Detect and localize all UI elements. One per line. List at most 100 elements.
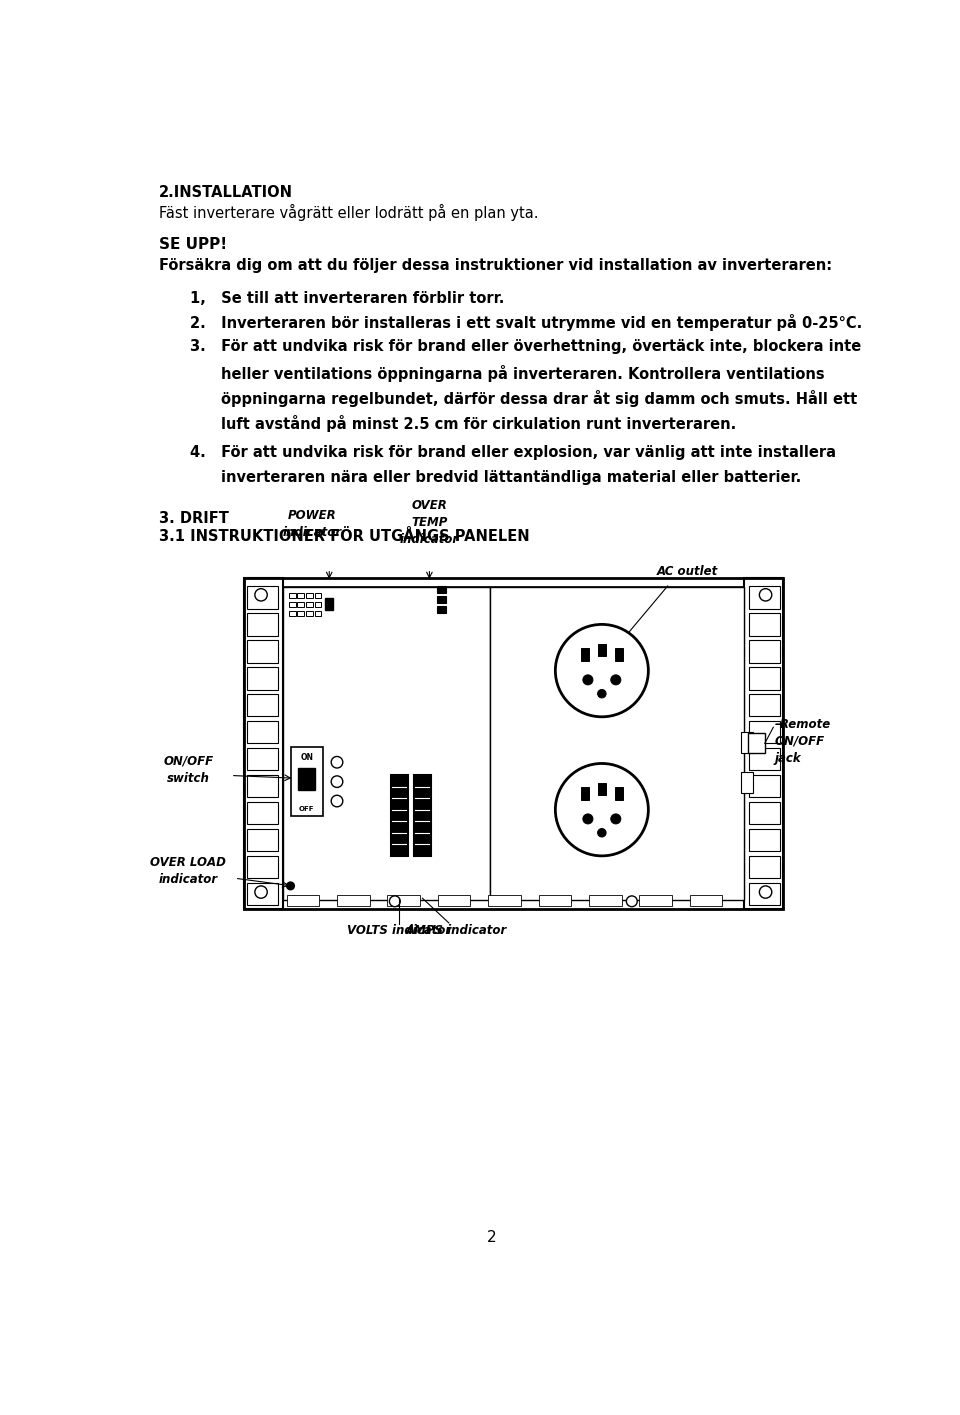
- Bar: [247, 883, 278, 906]
- Text: 1,   Se till att inverteraren förblir torr.: 1, Se till att inverteraren förblir torr…: [190, 290, 504, 306]
- Text: 2.INSTALLATION: 2.INSTALLATION: [158, 185, 293, 200]
- Text: heller ventilations öppningarna på inverteraren. Kontrollera ventilations: heller ventilations öppningarna på inver…: [221, 365, 825, 382]
- Text: AC outlet: AC outlet: [657, 565, 718, 579]
- Text: inverteraren nära eller bredvid lättantändliga material eller batterier.: inverteraren nära eller bredvid lättantä…: [221, 470, 801, 485]
- Bar: [744, 577, 782, 908]
- Bar: [749, 775, 780, 797]
- Bar: [247, 802, 278, 825]
- Text: ON/OFF: ON/OFF: [775, 734, 825, 747]
- Bar: [291, 747, 324, 816]
- Bar: [299, 768, 315, 790]
- Bar: [306, 593, 313, 599]
- Bar: [581, 787, 588, 799]
- Circle shape: [759, 589, 772, 601]
- Text: 3. DRIFT: 3. DRIFT: [158, 511, 228, 526]
- Bar: [749, 695, 780, 716]
- Text: ON: ON: [300, 753, 313, 761]
- Circle shape: [597, 689, 606, 698]
- Circle shape: [254, 886, 267, 899]
- Bar: [244, 577, 283, 908]
- Bar: [749, 829, 780, 852]
- Text: OVER: OVER: [412, 499, 447, 512]
- Text: ON/OFF: ON/OFF: [163, 754, 213, 768]
- Bar: [748, 733, 765, 753]
- Circle shape: [759, 886, 772, 899]
- Bar: [247, 722, 278, 743]
- Bar: [437, 596, 446, 603]
- Text: 3.1 INSTRUKTIONER FÖR UTGÅNGS PANELEN: 3.1 INSTRUKTIONER FÖR UTGÅNGS PANELEN: [158, 529, 529, 545]
- Bar: [749, 802, 780, 825]
- Circle shape: [583, 675, 593, 685]
- Bar: [391, 775, 408, 856]
- Text: 4.   För att undvika risk för brand eller explosion, var vänlig att inte install: 4. För att undvika risk för brand eller …: [190, 444, 836, 460]
- Bar: [741, 771, 754, 794]
- Bar: [247, 856, 278, 879]
- Text: Försäkra dig om att du följer dessa instruktioner vid installation av inverterar: Försäkra dig om att du följer dessa inst…: [158, 259, 832, 273]
- Text: Fäst inverterare vågrätt eller lodrätt på en plan yta.: Fäst inverterare vågrätt eller lodrätt p…: [158, 204, 539, 222]
- Circle shape: [331, 757, 343, 768]
- Bar: [749, 668, 780, 689]
- Text: 2: 2: [487, 1230, 497, 1245]
- Text: luft avstånd på minst 2.5 cm för cirkulation runt inverteraren.: luft avstånd på minst 2.5 cm för cirkula…: [221, 416, 736, 433]
- Bar: [289, 611, 296, 617]
- Bar: [315, 593, 322, 599]
- Text: VOLTS indicator: VOLTS indicator: [348, 924, 451, 937]
- Bar: [289, 601, 296, 607]
- Bar: [414, 775, 431, 856]
- Text: indicator: indicator: [158, 873, 218, 886]
- Bar: [749, 613, 780, 635]
- Bar: [598, 644, 606, 657]
- Circle shape: [611, 814, 621, 824]
- Circle shape: [555, 764, 648, 856]
- Bar: [247, 640, 278, 662]
- Bar: [749, 722, 780, 743]
- Text: AMPS indicator: AMPS indicator: [406, 924, 507, 937]
- Bar: [247, 586, 278, 608]
- Circle shape: [583, 814, 593, 824]
- Bar: [437, 607, 446, 613]
- Bar: [437, 586, 446, 593]
- Bar: [488, 896, 521, 906]
- Bar: [615, 648, 623, 661]
- Circle shape: [611, 675, 621, 685]
- Bar: [298, 601, 304, 607]
- Text: 3.   För att undvika risk för brand eller överhettning, övertäck inte, blockera : 3. För att undvika risk för brand eller …: [190, 340, 861, 354]
- Bar: [247, 775, 278, 797]
- Bar: [247, 829, 278, 852]
- Text: TEMP: TEMP: [411, 516, 447, 529]
- Bar: [615, 787, 623, 799]
- Bar: [741, 732, 754, 753]
- Bar: [749, 640, 780, 662]
- Bar: [749, 749, 780, 770]
- Bar: [247, 613, 278, 635]
- Circle shape: [597, 829, 606, 838]
- Bar: [247, 668, 278, 689]
- Circle shape: [390, 896, 400, 907]
- Bar: [289, 593, 296, 599]
- Text: indicator: indicator: [400, 533, 459, 546]
- Circle shape: [331, 775, 343, 787]
- Circle shape: [287, 882, 295, 890]
- Bar: [598, 782, 606, 795]
- Bar: [244, 577, 782, 908]
- Bar: [689, 896, 722, 906]
- Bar: [247, 749, 278, 770]
- Bar: [298, 611, 304, 617]
- Bar: [438, 896, 470, 906]
- Circle shape: [626, 896, 637, 907]
- Text: jack: jack: [775, 751, 802, 764]
- Bar: [491, 587, 744, 900]
- Bar: [287, 896, 320, 906]
- Bar: [539, 896, 571, 906]
- Circle shape: [254, 589, 267, 601]
- Text: switch: switch: [167, 771, 209, 785]
- Bar: [315, 601, 322, 607]
- Text: SE UPP!: SE UPP!: [158, 236, 227, 252]
- Bar: [588, 896, 622, 906]
- Text: OFF: OFF: [299, 805, 315, 812]
- Text: 2.   Inverteraren bör installeras i ett svalt utrymme vid en temperatur på 0-25°: 2. Inverteraren bör installeras i ett sv…: [190, 314, 862, 331]
- Bar: [298, 593, 304, 599]
- Bar: [283, 587, 744, 900]
- Bar: [283, 587, 491, 900]
- Bar: [247, 695, 278, 716]
